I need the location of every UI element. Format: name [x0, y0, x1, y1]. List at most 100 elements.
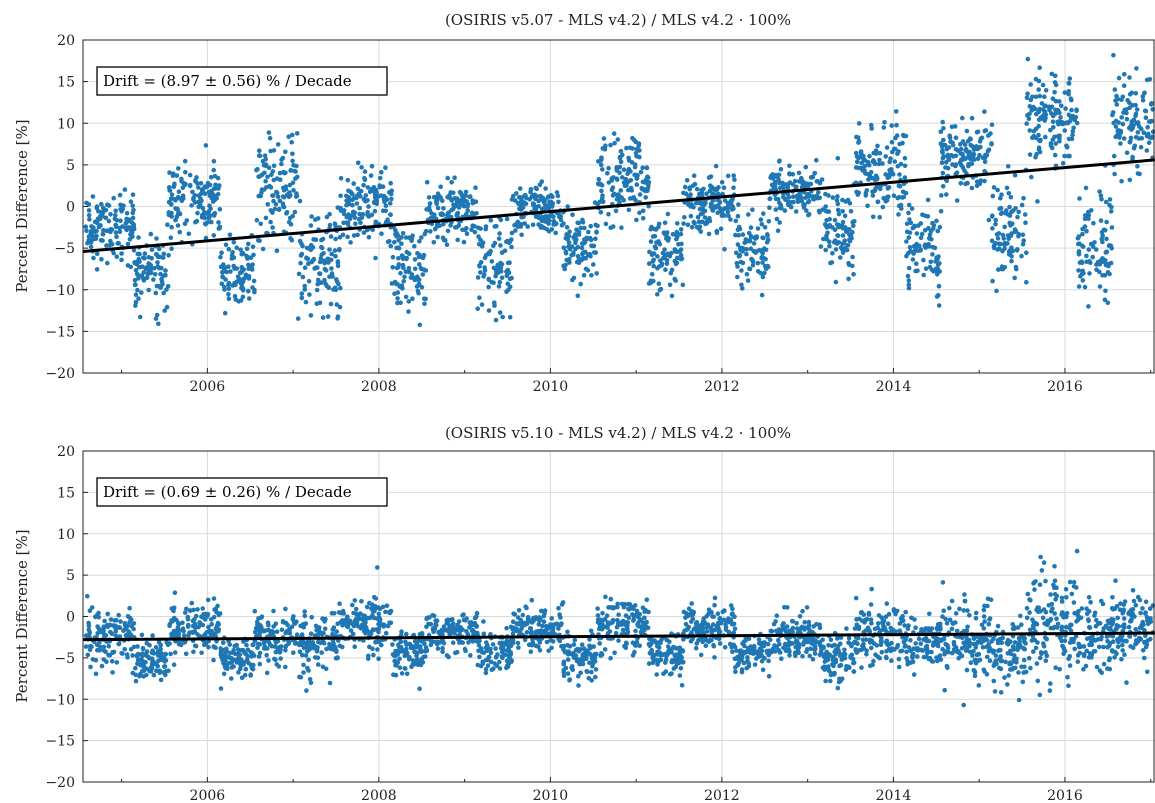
data-point — [566, 233, 572, 239]
data-point — [779, 656, 784, 661]
data-point — [893, 146, 898, 152]
data-point — [161, 273, 166, 279]
data-point — [963, 148, 968, 153]
data-point — [991, 185, 997, 190]
data-point — [696, 226, 702, 232]
data-point — [665, 251, 670, 257]
data-point — [663, 669, 669, 674]
data-point — [660, 250, 666, 256]
data-point — [218, 686, 224, 691]
data-point — [153, 316, 159, 321]
data-point — [570, 212, 575, 218]
data-point — [406, 309, 411, 314]
data-point — [482, 265, 487, 270]
data-point — [166, 199, 172, 205]
data-point — [614, 177, 620, 182]
data-point — [877, 215, 882, 220]
data-point — [1016, 209, 1021, 215]
data-point — [94, 642, 100, 648]
data-point — [162, 664, 168, 669]
data-point — [1002, 224, 1007, 230]
data-point — [688, 639, 694, 644]
data-point — [202, 191, 208, 196]
data-point — [273, 640, 279, 645]
data-point — [275, 142, 281, 147]
data-point — [444, 242, 450, 247]
data-point — [744, 272, 750, 277]
data-point — [546, 228, 552, 234]
data-point — [321, 630, 326, 636]
data-point — [252, 629, 258, 635]
data-point — [1112, 87, 1118, 92]
data-point — [781, 194, 786, 200]
data-point — [234, 245, 239, 250]
data-point — [256, 654, 262, 659]
data-point — [120, 224, 125, 229]
data-point — [297, 238, 303, 244]
data-point — [367, 615, 373, 621]
data-point — [169, 618, 174, 623]
data-point — [477, 654, 482, 660]
data-point — [680, 282, 686, 288]
data-point — [711, 614, 716, 619]
data-point — [969, 185, 975, 191]
data-point — [393, 672, 399, 678]
data-point — [505, 267, 511, 273]
data-point — [459, 192, 465, 198]
data-point — [558, 214, 563, 219]
data-point — [160, 255, 166, 260]
data-point — [649, 224, 654, 230]
data-point — [679, 241, 684, 247]
data-point — [217, 224, 223, 230]
data-point — [135, 660, 140, 666]
data-point — [715, 210, 720, 215]
data-point — [1080, 244, 1086, 249]
data-point — [811, 196, 817, 202]
data-point — [1046, 104, 1052, 110]
data-point — [96, 209, 101, 214]
data-point — [231, 239, 237, 245]
data-point — [176, 641, 182, 647]
data-point — [283, 630, 289, 636]
data-point — [423, 268, 429, 273]
data-point — [594, 271, 599, 276]
data-point — [643, 195, 648, 200]
data-point — [205, 180, 211, 186]
data-point — [381, 622, 387, 628]
data-point — [995, 236, 1001, 241]
data-point — [1048, 143, 1054, 149]
data-point — [86, 213, 92, 218]
data-point — [655, 644, 660, 649]
data-point — [883, 172, 888, 177]
data-point — [478, 237, 483, 243]
data-point — [764, 240, 770, 245]
data-point — [598, 653, 603, 658]
data-point — [460, 613, 465, 618]
data-point — [1091, 220, 1096, 226]
top-panel-points — [83, 52, 1155, 328]
data-point — [1143, 115, 1149, 120]
data-point — [719, 213, 725, 218]
data-point — [183, 169, 188, 175]
data-point — [629, 160, 635, 165]
data-point — [822, 222, 828, 227]
data-point — [851, 223, 856, 229]
data-point — [1113, 124, 1119, 129]
data-point — [602, 647, 608, 652]
data-point — [111, 250, 116, 256]
data-point — [773, 174, 779, 179]
data-point — [1073, 114, 1079, 120]
data-point — [717, 641, 723, 646]
data-point — [371, 652, 376, 658]
data-point — [555, 193, 561, 199]
data-point — [732, 626, 738, 631]
data-point — [148, 231, 154, 237]
data-point — [222, 651, 228, 657]
data-point — [902, 163, 908, 169]
data-point — [773, 619, 778, 624]
data-point — [1084, 253, 1089, 259]
data-point — [297, 649, 303, 654]
data-point — [977, 139, 983, 144]
data-point — [238, 247, 243, 252]
x-tick-label: 2010 — [533, 379, 569, 395]
